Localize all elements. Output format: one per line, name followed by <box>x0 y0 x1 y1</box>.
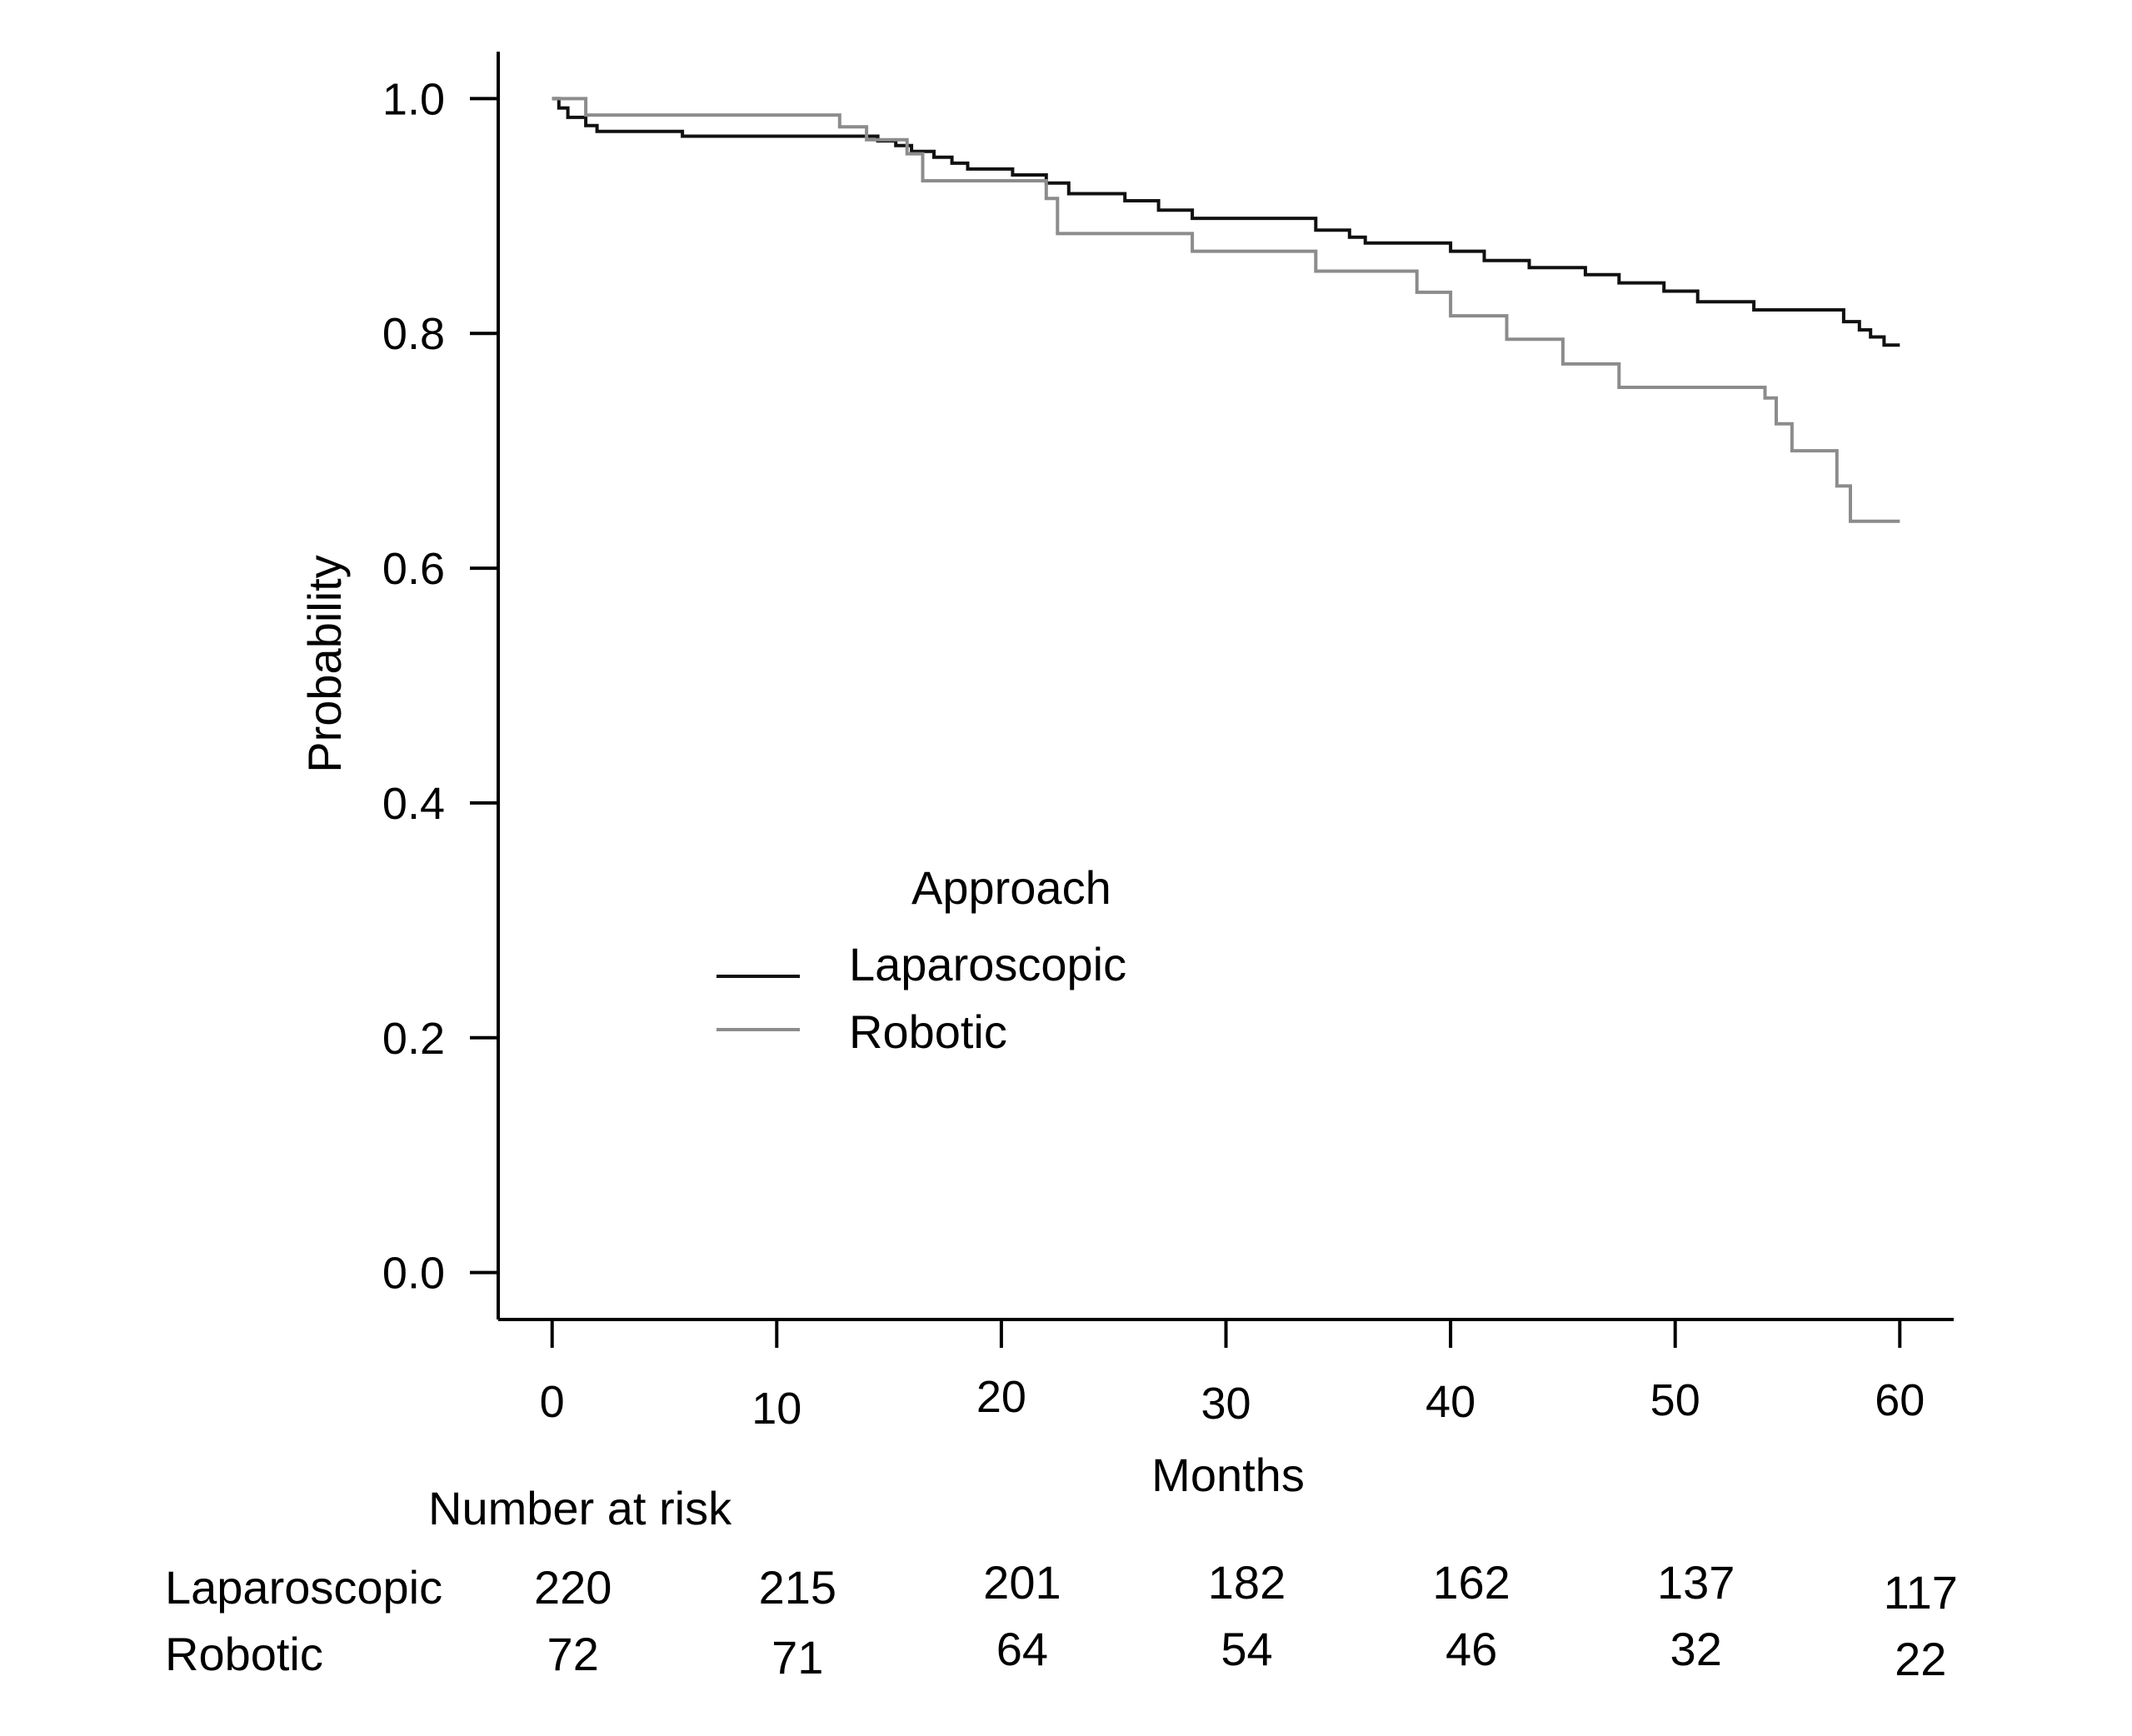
y-tick-label: 0.8 <box>382 309 445 359</box>
legend-title: Approach <box>911 861 1111 914</box>
x-tick-label: 30 <box>1201 1379 1251 1429</box>
risk-value: 137 <box>1657 1556 1735 1609</box>
risk-value: 220 <box>534 1561 612 1614</box>
legend: Approach Laparoscopic Robotic <box>716 861 1126 1058</box>
risk-row-label: Robotic <box>165 1628 323 1680</box>
risk-value: 162 <box>1432 1556 1510 1609</box>
x-tick-label: 10 <box>751 1384 801 1434</box>
y-axis-ticks: 0.0 0.2 0.4 0.6 0.8 1.0 <box>382 74 498 1299</box>
risk-value: 201 <box>983 1556 1061 1609</box>
risk-table: Number at risk Laparoscopic 220 215 201 182 1… <box>165 1482 1958 1685</box>
x-axis-ticks: 0 10 20 30 40 50 60 <box>540 1319 1925 1434</box>
x-tick-label: 0 <box>540 1377 565 1427</box>
series-line-robotic <box>552 97 1900 523</box>
x-tick-label: 40 <box>1425 1377 1475 1427</box>
legend-label-laparoscopic: Laparoscopic <box>849 938 1126 990</box>
risk-value: 117 <box>1884 1566 1958 1619</box>
y-tick-label: 1.0 <box>382 74 445 124</box>
risk-value: 64 <box>996 1623 1048 1675</box>
y-tick-label: 0.4 <box>382 779 445 829</box>
risk-value: 46 <box>1445 1623 1497 1675</box>
risk-value: 32 <box>1670 1623 1722 1675</box>
series-line-laparoscopic <box>552 97 1900 347</box>
y-tick-label: 0.2 <box>382 1014 445 1064</box>
y-axis-title: Probability <box>298 555 351 772</box>
y-tick-label: 0.0 <box>382 1249 445 1299</box>
x-axis-title: Months <box>1151 1449 1305 1501</box>
risk-value: 72 <box>547 1628 599 1680</box>
series-lines <box>552 97 1900 523</box>
risk-value: 71 <box>771 1631 823 1684</box>
legend-label-robotic: Robotic <box>849 1005 1007 1058</box>
risk-table-title: Number at risk <box>428 1482 732 1534</box>
risk-value: 54 <box>1221 1623 1272 1675</box>
y-tick-label: 0.6 <box>382 544 445 594</box>
x-tick-label: 60 <box>1875 1375 1925 1425</box>
risk-value: 215 <box>759 1561 836 1614</box>
x-tick-label: 50 <box>1650 1375 1700 1425</box>
risk-row-label: Laparoscopic <box>165 1561 442 1614</box>
x-tick-label: 20 <box>976 1372 1026 1422</box>
risk-value: 22 <box>1895 1633 1946 1685</box>
risk-value: 182 <box>1208 1556 1286 1609</box>
